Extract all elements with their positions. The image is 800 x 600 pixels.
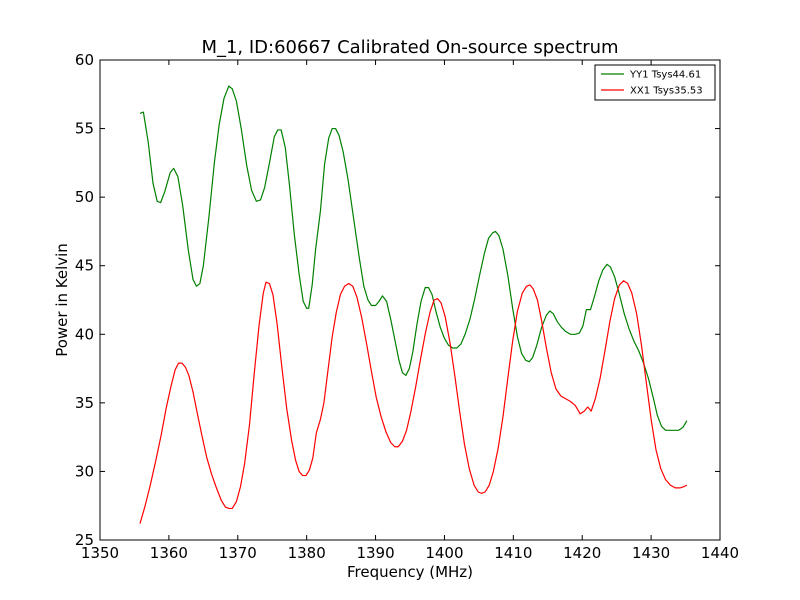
x-tick-label: 1370	[219, 544, 257, 562]
x-tick-label: 1430	[632, 544, 670, 562]
y-tick-label: 35	[75, 394, 94, 412]
x-tick-label: 1360	[150, 544, 188, 562]
chart-legend: YY1 Tsys44.61 XX1 Tsys35.53	[594, 64, 716, 101]
x-tick-label: 1390	[356, 544, 394, 562]
y-tick-label: 45	[75, 257, 94, 275]
x-tick-label: 1440	[701, 544, 739, 562]
x-tick-label: 1400	[425, 544, 463, 562]
chart-title: M_1, ID:60667 Calibrated On-source spect…	[201, 37, 618, 58]
y-tick-label: 55	[75, 120, 94, 138]
y-tick-label: 40	[75, 325, 94, 343]
y-tick-label: 60	[75, 51, 94, 69]
series-layer	[139, 85, 688, 524]
series-line-yy1	[139, 85, 688, 431]
x-tick-label: 1410	[494, 544, 532, 562]
tick-layer: 1350 1360 1370 1380 1390 1400 1410 1420 1430 1440…	[75, 51, 739, 562]
plot-frame	[99, 59, 721, 541]
y-tick-label: 30	[75, 462, 94, 480]
y-tick-label: 50	[75, 188, 94, 206]
y-axis-label: Power in Kelvin	[53, 243, 71, 357]
x-axis-label: Frequency (MHz)	[347, 563, 473, 581]
legend-label-xx1: XX1 Tsys35.53	[630, 86, 703, 97]
series-line-xx1	[139, 280, 688, 524]
x-tick-label: 1350	[81, 544, 119, 562]
x-tick-label: 1380	[288, 544, 326, 562]
y-tick-label: 25	[75, 531, 94, 549]
legend-label-yy1: YY1 Tsys44.61	[629, 70, 701, 81]
x-tick-label: 1420	[563, 544, 601, 562]
legend-box	[594, 64, 716, 101]
